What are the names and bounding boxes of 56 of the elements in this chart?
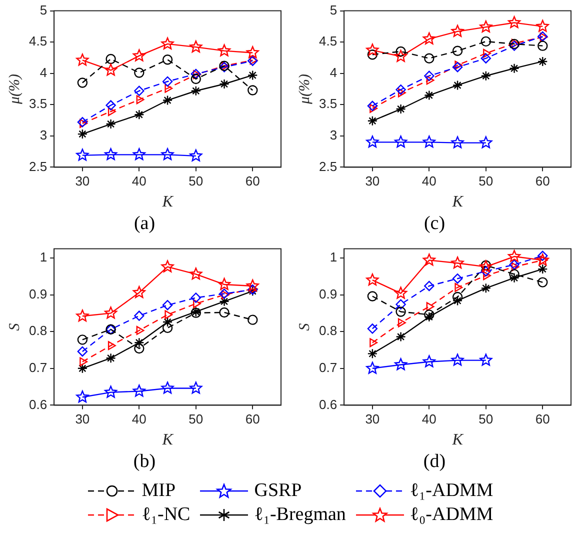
x-axis-title: K (161, 194, 174, 211)
y-tick-label: 3.5 (28, 96, 48, 112)
x-axis-title: K (161, 432, 174, 449)
x-tick-label: 30 (75, 174, 90, 189)
x-tick-label: 50 (478, 412, 494, 427)
y-tick-label: 5 (330, 2, 338, 18)
y-tick-label: 1 (40, 250, 48, 265)
legend-label: ℓ₁-NC (142, 504, 190, 526)
y-axis-title: S (6, 322, 23, 331)
x-tick-label: 50 (188, 412, 204, 427)
y-tick-label: 0.6 (28, 396, 48, 412)
legend-label: GSRP (254, 480, 302, 502)
y-tick-label: 0.8 (318, 323, 338, 338)
x-tick-label: 30 (365, 412, 380, 427)
x-tick-label: 30 (365, 174, 380, 189)
y-tick-label: 1 (330, 250, 338, 265)
y-tick-label: 0.6 (318, 396, 338, 412)
x-tick-label: 50 (478, 174, 494, 189)
x-tick-label: 30 (75, 412, 90, 427)
text: (c) (422, 212, 446, 236)
x-axis-title: K (451, 194, 464, 211)
y-tick-label: 5 (40, 2, 48, 18)
y-tick-label: 3 (40, 128, 48, 142)
text: (a) (132, 212, 156, 236)
x-tick-label: 50 (188, 174, 204, 189)
y-tick-label: 4 (330, 64, 338, 80)
y-axis-title: S (296, 322, 313, 331)
y-tick-label: 0.9 (28, 286, 48, 302)
x-tick-label: 60 (535, 412, 550, 427)
x-tick-label: 60 (245, 412, 260, 427)
x-axis-title: K (451, 432, 464, 449)
x-tick-label: 60 (245, 174, 260, 189)
x-tick-label: 40 (422, 174, 436, 189)
x-tick-label: 60 (535, 174, 550, 189)
y-tick-label: 4.5 (28, 34, 48, 49)
legend-label: ℓ₀-ADMM (410, 504, 494, 526)
legend-label: MIP (142, 480, 176, 502)
y-tick-label: 3 (330, 128, 338, 142)
y-tick-label: 4 (40, 64, 48, 80)
x-tick-label: 40 (132, 412, 146, 427)
legend-label: ℓ₁-ADMM (410, 480, 494, 502)
text: (d) (422, 450, 447, 474)
y-tick-label: 4.5 (318, 34, 338, 49)
y-tick-label: 3.5 (318, 96, 338, 112)
y-tick-label: 2.5 (28, 158, 48, 174)
y-axis-title: μ(%) (6, 74, 23, 106)
y-tick-label: 0.8 (28, 323, 48, 338)
y-tick-label: 2.5 (318, 158, 338, 174)
x-tick-label: 40 (132, 174, 146, 189)
text: (b) (132, 450, 157, 474)
x-tick-label: 40 (422, 412, 436, 427)
y-tick-label: 0.7 (28, 360, 48, 375)
y-tick-label: 0.7 (318, 360, 338, 375)
y-tick-label: 0.9 (318, 286, 338, 302)
legend-label: ℓ₁-Bregman (254, 504, 346, 526)
y-axis-title: μ(%) (296, 74, 313, 106)
